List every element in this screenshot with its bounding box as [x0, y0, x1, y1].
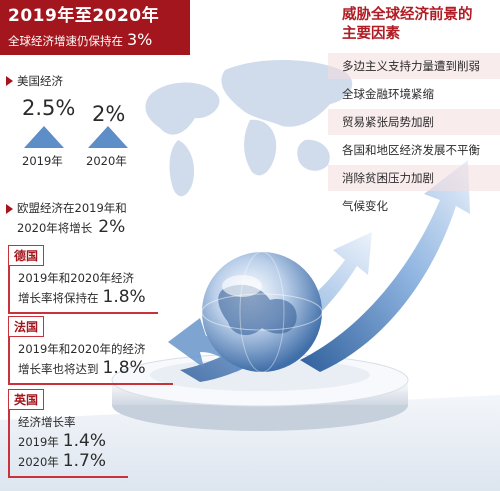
uk-line-2020: 2020年 1.7%: [18, 452, 122, 472]
germany-line2: 增长率将保持在 1.8%: [18, 288, 152, 308]
eu-growth-value: 2%: [98, 217, 126, 237]
threats-title-line2: 主要因素: [342, 26, 400, 42]
eu-line1-text: 欧盟经济在2019年和: [17, 201, 127, 215]
page-subtitle: 全球经济增速仍保持在 3%: [8, 32, 182, 49]
us-year-2020: 2020年: [86, 154, 127, 168]
up-triangle-icon: [88, 126, 128, 148]
uk-box: 经济增长率 2019年 1.4% 2020年 1.7%: [8, 409, 128, 478]
global-growth-value: 3%: [127, 30, 153, 49]
globe: [201, 251, 323, 373]
triangle-bullet-icon: [6, 203, 13, 214]
threats-list: 多边主义支持力量遭到削弱 全球金融环境紧缩 贸易紧张局势加剧 各国和地区经济发展…: [328, 53, 500, 219]
us-label-text: 美国经济: [17, 74, 63, 88]
germany-box: 2019年和2020年经济 增长率将保持在 1.8%: [8, 265, 158, 314]
us-year-2019: 2019年: [22, 154, 63, 168]
threat-item: 多边主义支持力量遭到削弱: [328, 53, 500, 79]
threats-title: 威胁全球经济前景的 主要因素: [328, 6, 500, 44]
threats-panel: 威胁全球经济前景的 主要因素 多边主义支持力量遭到削弱 全球金融环境紧缩 贸易紧…: [328, 6, 500, 221]
us-value-2019: 2.5%: [22, 96, 76, 120]
germany-block: 德国 2019年和2020年经济 增长率将保持在 1.8%: [8, 245, 158, 314]
france-tag: 法国: [8, 316, 45, 337]
france-line2-text: 增长率也将达到: [18, 362, 99, 376]
world-map: [145, 60, 353, 197]
uk-line-2019: 2019年 1.4%: [18, 432, 122, 452]
germany-tag: 德国: [8, 245, 45, 266]
us-economy-label: 美国经济: [6, 73, 63, 89]
eu-line2-text: 2020年将增长: [17, 221, 93, 235]
eu-line1: 欧盟经济在2019年和: [6, 199, 127, 218]
germany-line1: 2019年和2020年经济: [18, 271, 135, 285]
france-box: 2019年和2020年的经济 增长率也将达到 1.8%: [8, 336, 173, 385]
us-value-2020: 2%: [92, 102, 126, 126]
uk-value-2019: 1.4%: [62, 431, 106, 451]
threat-item: 全球金融环境紧缩: [342, 87, 434, 101]
uk-block: 英国 经济增长率 2019年 1.4% 2020年 1.7%: [8, 389, 128, 478]
germany-growth-value: 1.8%: [102, 287, 146, 307]
up-triangle-icon: [24, 126, 64, 148]
uk-line1: 经济增长率: [18, 415, 76, 429]
eu-line2: 2020年将增长 2%: [6, 218, 127, 238]
france-growth-value: 1.8%: [102, 358, 146, 378]
threat-item: 气候变化: [342, 199, 388, 213]
triangle-bullet-icon: [6, 76, 13, 86]
threats-title-line1: 威胁全球经济前景的: [342, 7, 473, 23]
threat-item: 贸易紧张局势加剧: [328, 109, 500, 135]
uk-year-2020: 2020年: [18, 455, 59, 469]
uk-value-2020: 1.7%: [62, 451, 106, 471]
france-line2: 增长率也将达到 1.8%: [18, 359, 167, 379]
france-line1: 2019年和2020年的经济: [18, 342, 146, 356]
subtitle-text: 全球经济增速仍保持在: [8, 34, 123, 48]
uk-year-2019: 2019年: [18, 435, 59, 449]
france-block: 法国 2019年和2020年的经济 增长率也将达到 1.8%: [8, 316, 173, 385]
uk-tag: 英国: [8, 389, 45, 410]
page-title: 2019年至2020年: [8, 6, 160, 26]
threat-item: 消除贫困压力加剧: [328, 165, 500, 191]
germany-line2-text: 增长率将保持在: [18, 291, 99, 305]
header-banner: 2019年至2020年 全球经济增速仍保持在 3%: [0, 0, 190, 55]
threat-item: 各国和地区经济发展不平衡: [342, 143, 480, 157]
eu-economy: 欧盟经济在2019年和 2020年将增长 2%: [6, 199, 127, 238]
